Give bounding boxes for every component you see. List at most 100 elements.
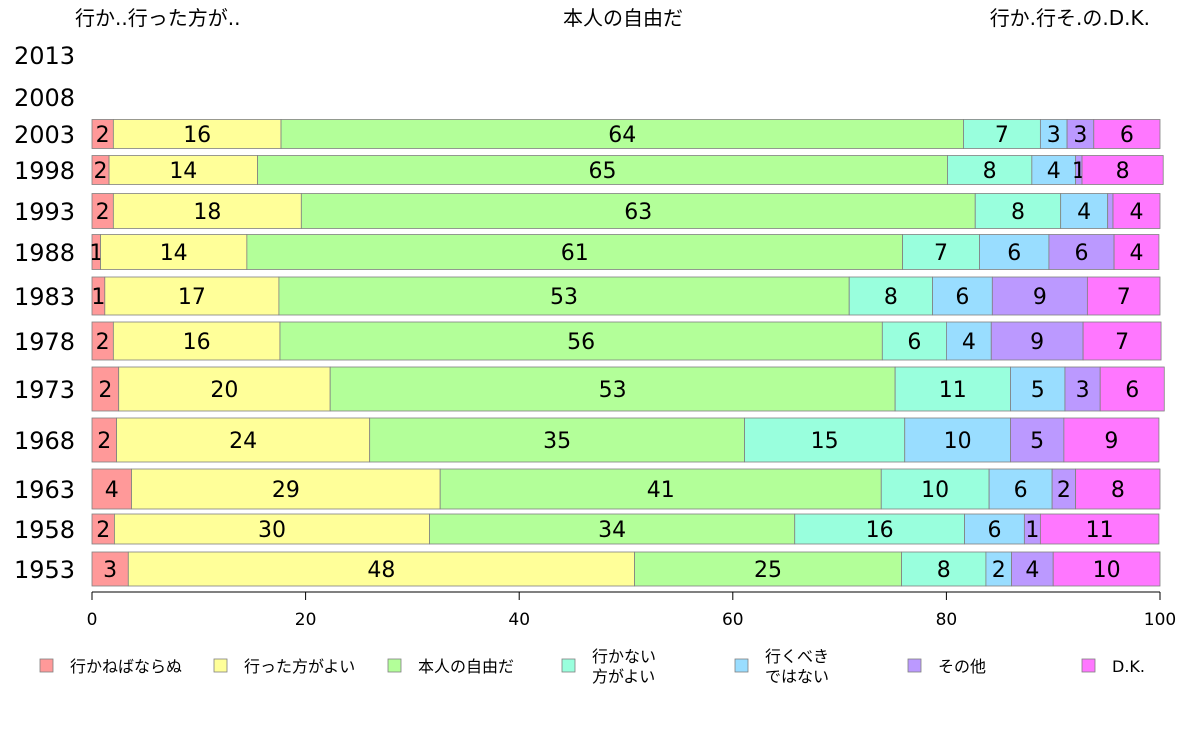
data-label: 3	[1047, 123, 1061, 148]
bar-segment	[964, 513, 1025, 545]
data-label: 4	[105, 478, 119, 503]
legend-label: 行かない	[592, 647, 656, 666]
year-label: 1958	[14, 516, 75, 544]
data-label: 6	[1007, 241, 1021, 266]
x-tick-label: 60	[722, 610, 744, 630]
year-label: 1993	[14, 198, 75, 226]
bar-segment	[848, 276, 933, 316]
data-label: 6	[907, 330, 921, 355]
data-label: 53	[599, 378, 627, 403]
year-label: 2003	[14, 121, 75, 149]
data-label: 6	[987, 518, 1001, 543]
bar-segment	[257, 155, 948, 185]
bar-segment	[91, 468, 132, 510]
legend-swatch	[39, 658, 54, 673]
legend-label: 行くべき	[765, 647, 829, 666]
bar-segment	[880, 468, 990, 510]
data-label: 8	[937, 558, 951, 583]
data-label: 2	[94, 159, 108, 184]
bar-segment	[991, 276, 1088, 316]
data-label: 20	[210, 378, 238, 403]
year-label: 1968	[14, 427, 75, 455]
legend-swatch	[213, 658, 228, 673]
header-label: 本人の自由だ	[563, 6, 683, 30]
data-label: 8	[1116, 159, 1130, 184]
year-label: 1953	[14, 556, 75, 584]
bar-segment	[1081, 155, 1164, 185]
data-label: 25	[754, 558, 782, 583]
bar-segment	[794, 513, 965, 545]
data-label: 65	[589, 159, 617, 184]
bar-segment	[634, 551, 902, 587]
legend-label: D.K.	[1112, 657, 1145, 676]
data-label: 4	[1130, 200, 1144, 225]
data-label: 9	[1104, 429, 1118, 454]
data-label: 15	[811, 429, 839, 454]
x-tick-label: 80	[936, 610, 958, 630]
data-label: 11	[939, 378, 967, 403]
data-label: 14	[160, 241, 188, 266]
data-label: 17	[178, 285, 206, 310]
data-label: 7	[934, 241, 948, 266]
bar-segment	[1093, 119, 1161, 149]
legend-label: 行った方がよい	[244, 657, 355, 676]
bar-segment	[974, 193, 1062, 229]
bar-segment	[1107, 193, 1114, 229]
bar-segment	[369, 417, 745, 463]
bar-segment	[1039, 513, 1160, 545]
bar-segment	[1112, 193, 1161, 229]
data-label: 16	[866, 518, 894, 543]
bar-segment	[932, 276, 993, 316]
year-label: 1998	[14, 157, 75, 185]
data-label: 56	[567, 330, 595, 355]
bar-segment	[91, 417, 117, 463]
bar-segment	[1031, 155, 1077, 185]
bar-segment	[985, 551, 1012, 587]
bar-segment	[1064, 366, 1101, 412]
bar-segment	[112, 321, 281, 361]
legend-label: 方がよい	[592, 667, 655, 686]
bar-segment	[104, 276, 280, 316]
bar-segment	[902, 234, 980, 270]
bar-segment	[279, 321, 883, 361]
bar-segment	[946, 321, 992, 361]
legend-label: ではない	[765, 667, 829, 686]
bar-segment	[118, 366, 331, 412]
data-label: 3	[103, 558, 117, 583]
legend-swatch	[561, 658, 576, 673]
data-label: 7	[995, 123, 1009, 148]
bar-segment	[1113, 234, 1160, 270]
bar-segment	[116, 417, 371, 463]
data-label: 24	[229, 429, 257, 454]
bar-segment	[744, 417, 906, 463]
legend-swatch	[387, 658, 402, 673]
data-label: 4	[1077, 200, 1091, 225]
bar-segment	[108, 155, 258, 185]
data-label: 8	[884, 285, 898, 310]
bar-segment	[131, 468, 441, 510]
bar-segment	[990, 321, 1084, 361]
year-label: 2008	[14, 84, 75, 112]
data-label: 34	[598, 518, 626, 543]
data-label: 7	[1117, 285, 1131, 310]
bar-segment	[1086, 276, 1161, 316]
data-label: 10	[1093, 558, 1121, 583]
data-label: 63	[624, 200, 652, 225]
bar-segment	[114, 513, 430, 545]
header-label: 行か.行そ.の.D.K.	[990, 6, 1150, 30]
bar-segment	[904, 417, 1011, 463]
data-label: 16	[183, 123, 211, 148]
header-label: 行か..行った方が..	[75, 6, 240, 30]
data-label: 10	[921, 478, 949, 503]
bar-segment	[947, 155, 1033, 185]
data-label: 1	[89, 241, 103, 266]
data-label: 6	[1075, 241, 1089, 266]
data-label: 10	[944, 429, 972, 454]
data-label: 9	[1030, 330, 1044, 355]
data-label: 35	[543, 429, 571, 454]
bar-segment	[246, 234, 904, 270]
x-tick-label: 100	[1144, 610, 1176, 630]
data-label: 7	[1115, 330, 1129, 355]
data-label: 1	[91, 285, 105, 310]
